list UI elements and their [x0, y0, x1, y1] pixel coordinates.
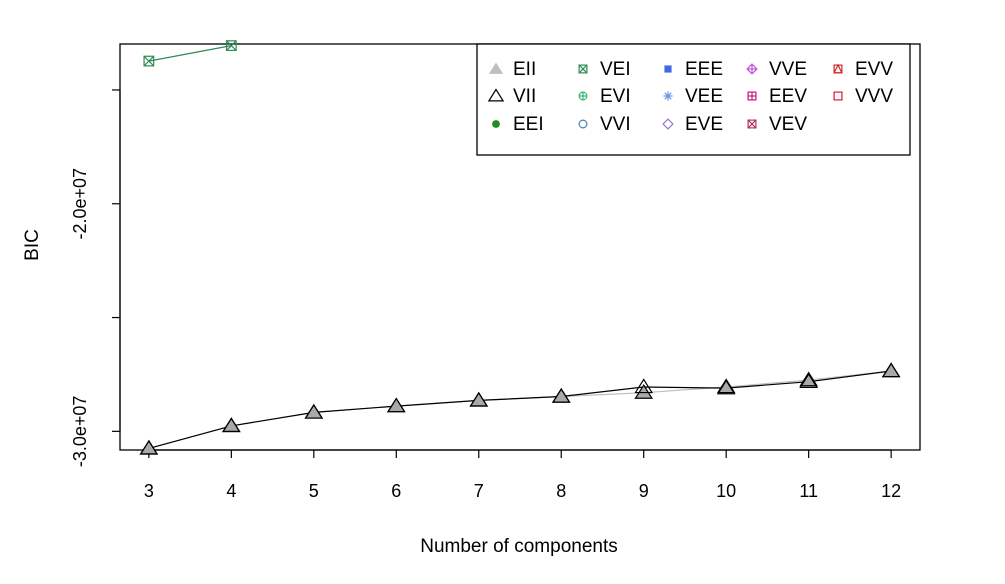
legend-marker-vev [747, 119, 757, 129]
legend-marker-eei [492, 120, 500, 128]
legend-label: VEE [685, 86, 723, 107]
x-axis-title: Number of components [420, 536, 618, 557]
legend-label: VEV [769, 114, 807, 135]
point-vii [881, 362, 901, 378]
y-axis-title: BIC [22, 229, 43, 261]
legend-label: VVE [769, 59, 807, 80]
legend-item-eev: EEV [747, 86, 807, 107]
legend-marker-evi [578, 91, 588, 101]
legend-item-vei: VEI [578, 59, 631, 80]
legend-marker-vee [663, 91, 673, 101]
y-tick-label: -2.0e+07 [70, 168, 90, 240]
legend-item-vii: VII [487, 86, 536, 107]
legend-item-vev: VEV [747, 114, 807, 135]
x-tick-label: 6 [391, 481, 401, 501]
point-vii [139, 439, 159, 455]
point-eii [716, 378, 736, 394]
point-vii [799, 373, 818, 388]
legend-item-eee: EEE [664, 59, 723, 80]
legend-label: VII [513, 86, 536, 107]
x-tick-label: 9 [639, 481, 649, 501]
legend-marker-eve [662, 118, 674, 130]
legend-item-eei: EEI [492, 114, 544, 135]
series-line-vei [148, 45, 232, 62]
x-tick-label: 4 [226, 481, 236, 501]
legend-label: VVV [855, 86, 893, 107]
legend-item-eii: EII [488, 59, 536, 80]
legend-item-eve: EVE [662, 114, 723, 135]
legend-item-vee: VEE [663, 86, 723, 107]
x-tick-label: 12 [881, 481, 901, 501]
legend-label: EVE [685, 114, 723, 135]
point-vii [386, 397, 406, 413]
legend-marker-eev [747, 91, 757, 101]
x-tick-label: 5 [309, 481, 319, 501]
point-vei [225, 40, 237, 51]
legend-item-vvv: VVV [833, 86, 893, 107]
legend-label: EVI [600, 86, 631, 107]
legend-label: VEI [600, 59, 631, 80]
point-eii [799, 371, 818, 387]
legend-item-evi: EVI [578, 86, 631, 107]
point-eii [469, 391, 489, 407]
legend-item-evv: EVV [833, 59, 893, 80]
legend-marker-vvi [578, 119, 588, 129]
legend-label: EII [513, 59, 536, 80]
point-eii [139, 439, 159, 455]
legend-label: EEI [513, 114, 544, 135]
x-tick-label: 7 [474, 481, 484, 501]
point-vii [551, 387, 571, 403]
point-vii [469, 391, 489, 407]
legend-marker-eii [488, 62, 504, 74]
series-line-vii [148, 370, 892, 449]
legend-marker-vve [746, 63, 758, 75]
series-line-eii [148, 370, 892, 449]
point-vii [222, 417, 241, 433]
legend-marker-vvv [833, 91, 843, 101]
x-tick-label: 11 [799, 481, 818, 501]
point-vii [634, 378, 654, 394]
legend-label: EVV [855, 59, 893, 80]
point-eii [881, 362, 901, 378]
x-tick-label: 3 [144, 481, 154, 501]
legend-marker-eee [664, 65, 672, 73]
point-vii [304, 403, 324, 419]
legend-label: EEV [769, 86, 807, 107]
point-vii [716, 379, 736, 395]
legend-label: EEE [685, 59, 723, 80]
y-tick-label: -3.0e+07 [70, 396, 90, 468]
legend-marker-evv [833, 63, 843, 74]
legend-item-vvi: VVI [578, 114, 631, 135]
x-tick-label: 10 [716, 481, 736, 501]
point-vei [143, 55, 155, 67]
x-tick-label: 8 [556, 481, 566, 501]
legend-item-vve: VVE [746, 59, 807, 80]
legend-marker-vii [487, 88, 505, 102]
legend-marker-vei [578, 64, 588, 74]
point-eii [634, 384, 654, 399]
legend-label: VVI [600, 114, 631, 135]
